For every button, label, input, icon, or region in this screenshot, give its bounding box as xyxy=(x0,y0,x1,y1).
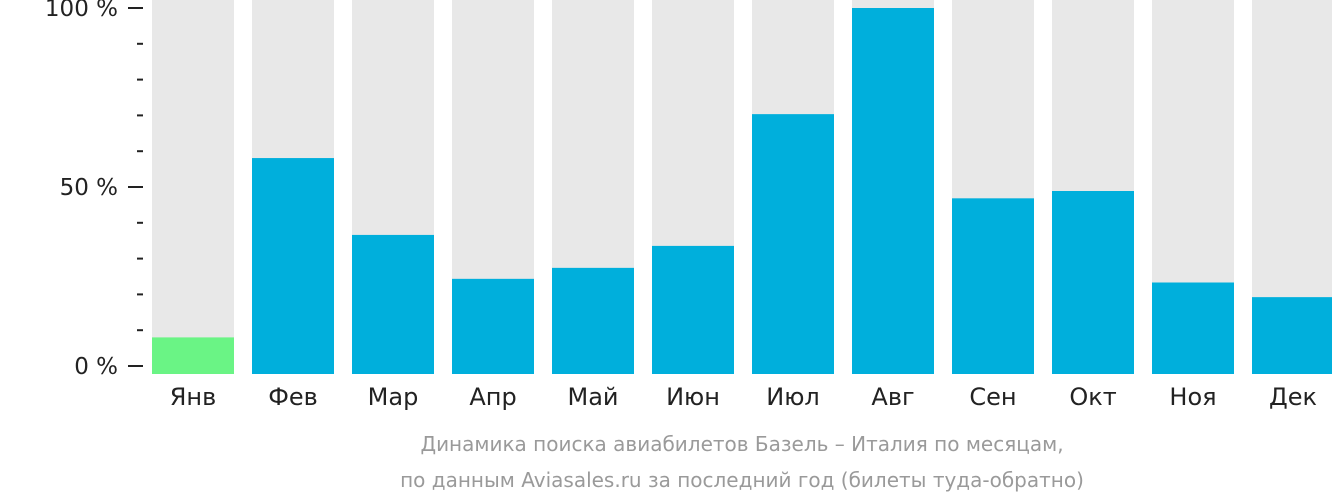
x-tick-label: Мар xyxy=(368,383,419,411)
x-tick-label: Ноя xyxy=(1169,383,1216,411)
bar xyxy=(152,337,234,374)
bar xyxy=(952,198,1034,374)
x-tick-label: Май xyxy=(567,383,618,411)
y-tick-label: 0 % xyxy=(74,354,118,380)
y-tick-label: 50 % xyxy=(60,175,118,201)
x-tick-label: Июн xyxy=(666,383,720,411)
x-tick-label: Янв xyxy=(170,383,217,411)
chart-title: Динамика поиска авиабилетов Базель – Ита… xyxy=(420,432,1063,456)
x-tick-label: Сен xyxy=(969,383,1016,411)
bar-background xyxy=(152,0,234,374)
x-tick-label: Апр xyxy=(469,383,516,411)
bar xyxy=(452,278,534,374)
x-tick-label: Авг xyxy=(871,383,914,411)
bar xyxy=(352,234,434,374)
x-axis-labels: Янв Фев Мар Апр Май Июн Июл Авг Сен Окт Ноя Дек xyxy=(170,383,1317,411)
bar xyxy=(752,114,834,374)
bar xyxy=(652,245,734,374)
bar xyxy=(1252,297,1332,374)
x-tick-label: Дек xyxy=(1269,383,1317,411)
bar xyxy=(1152,282,1234,374)
x-tick-label: Окт xyxy=(1069,383,1116,411)
x-tick-label: Июл xyxy=(766,383,820,411)
y-axis: 0 % 50 % 100 % xyxy=(45,0,143,380)
bar xyxy=(1052,191,1134,374)
bar xyxy=(852,8,934,374)
chart-subtitle: по данным Aviasales.ru за последний год … xyxy=(400,468,1084,492)
bar xyxy=(552,267,634,374)
bar xyxy=(252,158,334,374)
x-tick-label: Фев xyxy=(268,383,318,411)
bars xyxy=(152,0,1332,374)
y-tick-label: 100 % xyxy=(45,0,118,22)
